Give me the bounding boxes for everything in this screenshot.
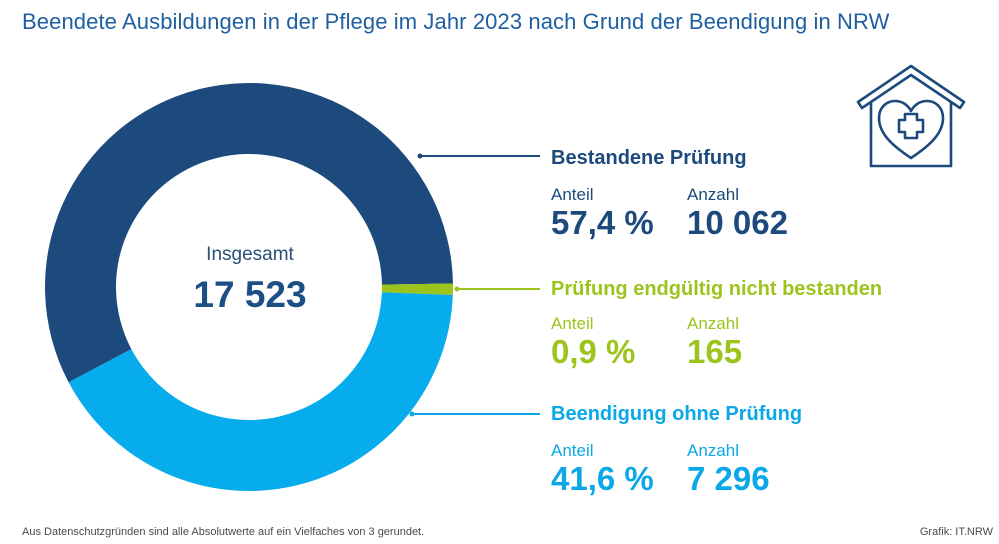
count-no-exam: Anzahl 7 296 (687, 441, 770, 497)
count-value: 10 062 (687, 204, 788, 241)
chart-title: Beendete Ausbildungen in der Pflege im J… (22, 9, 890, 34)
share-value: 0,9 % (551, 333, 636, 370)
source-credit: Grafik: IT.NRW (919, 526, 993, 538)
share-failed: Anteil 0,9 % (551, 314, 635, 370)
total-value: 17 523 (193, 274, 307, 315)
leader-line-passed-dot (417, 153, 423, 159)
share-label: Anteil (551, 314, 594, 333)
count-value: 165 (687, 333, 743, 370)
share-no-exam: Anteil 41,6 % (551, 441, 654, 497)
count-passed: Anzahl 10 062 (687, 185, 788, 241)
count-value: 7 296 (687, 460, 770, 497)
share-value: 41,6 % (551, 460, 654, 497)
legend-title-no-exam: Beendigung ohne Prüfung (551, 403, 803, 425)
slice-failed (381, 283, 453, 295)
count-failed: Anzahl 165 (687, 314, 742, 370)
legend-no-exam: Beendigung ohne Prüfung (551, 403, 802, 426)
share-label: Anteil (551, 185, 594, 204)
leader-line-failed-dot (454, 286, 460, 292)
heart-house-medical-cross-icon (856, 64, 966, 168)
legend-failed: Prüfung endgültig nicht bestanden (551, 278, 882, 301)
count-label: Anzahl (687, 314, 739, 333)
legend-title-passed: Bestandene Prüfung (551, 147, 747, 169)
leader-line-no-exam-dot (409, 411, 415, 417)
slice-no-exam (68, 292, 453, 492)
legend-title-failed: Prüfung endgültig nicht bestanden (551, 278, 883, 300)
share-label: Anteil (551, 441, 594, 460)
share-value: 57,4 % (551, 204, 654, 241)
share-passed: Anteil 57,4 % (551, 185, 654, 241)
count-label: Anzahl (687, 185, 739, 204)
count-label: Anzahl (687, 441, 739, 460)
footnote: Aus Datenschutzgründen sind alle Absolut… (22, 526, 425, 538)
slice-passed (45, 83, 453, 383)
legend-passed: Bestandene Prüfung (551, 147, 747, 170)
total-label: Insgesamt (206, 244, 294, 265)
